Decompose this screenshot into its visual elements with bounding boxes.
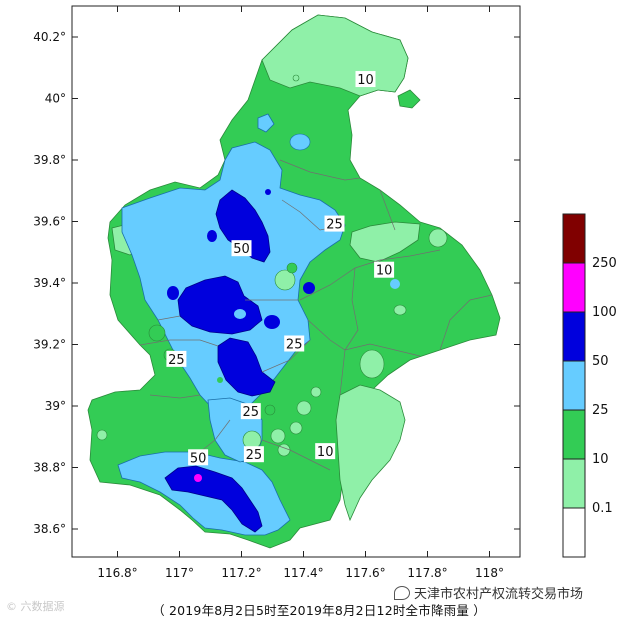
y-tick-label: 39.6° — [33, 215, 66, 229]
x-tick-label: 117.6° — [345, 566, 385, 580]
region-blue-north — [215, 189, 271, 263]
island-17 — [96, 429, 108, 441]
legend-swatch — [562, 213, 586, 264]
x-tick-label: 117.4° — [283, 566, 323, 580]
island-11 — [310, 386, 322, 398]
region-lightblue-north — [257, 113, 275, 133]
region-magenta-spot — [194, 474, 202, 482]
x-tick-label: 117° — [165, 566, 194, 580]
island-4 — [286, 262, 298, 274]
legend: 250 100 50 25 10 0.1 — [562, 213, 617, 558]
contour-label-box — [324, 215, 345, 232]
legend-swatch — [562, 360, 586, 411]
contour-label: 25 — [246, 448, 263, 463]
contour-label-box — [166, 350, 187, 367]
legend-swatch — [562, 262, 586, 313]
island-20 — [292, 74, 300, 82]
contour-label: 25 — [168, 353, 185, 368]
region-lightgreen-east — [349, 221, 421, 263]
contour-label: 10 — [317, 445, 334, 460]
contour-label: 25 — [286, 338, 303, 353]
watermark-right-text: 天津市农村产权流转交易市场 — [414, 587, 584, 602]
district-boundaries — [139, 159, 493, 471]
island-3 — [274, 269, 296, 291]
island-12 — [359, 349, 385, 379]
region-blue-center — [177, 275, 263, 335]
x-tick-label: 117.2° — [221, 566, 261, 580]
island-7 — [270, 428, 286, 444]
contour-label-box — [243, 446, 264, 463]
map-caption: （ 2019年8月2日5时至2019年8月2日12时全市降雨量 ） — [152, 603, 486, 618]
y-tick-label: 39° — [45, 399, 66, 413]
y-tick-label: 40° — [45, 92, 66, 106]
y-axis: 40.2° 40° 39.8° 39.6° 39.4° 39.2° 39° 38.8° 38.6… — [33, 30, 520, 536]
island-16 — [289, 133, 311, 151]
contour-label: 25 — [326, 218, 343, 233]
contour-label-box — [240, 403, 261, 420]
contour-label-box — [315, 443, 336, 460]
contour-label-box — [188, 449, 209, 466]
region-blue-spot-3 — [264, 315, 280, 329]
legend-label: 25 — [592, 403, 609, 418]
region-blue-spot-4 — [303, 282, 315, 294]
region-lightgreen-coast — [335, 384, 406, 522]
region-blue-spot-1 — [207, 230, 217, 242]
contour-label: 50 — [233, 242, 250, 257]
contour-label: 10 — [357, 73, 374, 88]
legend-label: 100 — [592, 305, 617, 320]
contour-label-box — [231, 240, 252, 257]
island-5 — [234, 309, 246, 319]
region-blue-south — [164, 465, 263, 533]
region-blue-spot-5 — [265, 189, 271, 195]
contour-label: 50 — [190, 451, 207, 466]
region-blue-spot-2 — [167, 286, 179, 300]
contour-label-box — [374, 261, 395, 278]
legend-swatch — [562, 458, 586, 509]
legend-swatch — [562, 507, 586, 558]
contour-label: 25 — [243, 405, 260, 420]
legend-swatch — [562, 409, 586, 460]
x-tick-label: 118° — [475, 566, 504, 580]
y-tick-label: 39.4° — [33, 276, 66, 290]
y-tick-label: 40.2° — [33, 30, 66, 44]
legend-label: 250 — [592, 256, 617, 271]
island-19 — [217, 377, 223, 383]
region-blue-mid — [217, 337, 276, 397]
x-tick-label: 116.8° — [97, 566, 137, 580]
y-tick-label: 39.8° — [33, 153, 66, 167]
legend-label: 10 — [592, 452, 609, 467]
x-axis: 116.8° 117° 117.2° 117.4° 117.6° 117.8° 118° — [97, 6, 504, 580]
island-13 — [428, 228, 448, 248]
contour-label-box — [355, 71, 376, 88]
contour-labels: 10 25 50 10 25 25 25 50 25 10 — [166, 71, 395, 466]
watermark-left: © 六数据源 — [6, 600, 65, 613]
y-tick-label: 39.2° — [33, 338, 66, 352]
contour-label-box — [284, 335, 305, 352]
island-1 — [148, 324, 166, 342]
legend-label: 50 — [592, 354, 609, 369]
island-10 — [296, 400, 312, 416]
wechat-logo-icon — [394, 585, 410, 600]
region-lightgreen-north-hole — [397, 89, 421, 109]
island-9 — [289, 421, 303, 435]
x-tick-label: 117.8° — [407, 566, 447, 580]
contour-label: 10 — [376, 264, 393, 279]
island-14 — [393, 304, 407, 316]
y-tick-label: 38.6° — [33, 522, 66, 536]
island-15 — [390, 279, 400, 289]
legend-swatch — [562, 311, 586, 362]
legend-label: 0.1 — [592, 501, 613, 516]
island-8 — [277, 443, 291, 457]
watermark-right: 天津市农村产权流转交易市场 — [394, 583, 583, 602]
island-18 — [264, 404, 276, 416]
y-tick-label: 38.8° — [33, 461, 66, 475]
